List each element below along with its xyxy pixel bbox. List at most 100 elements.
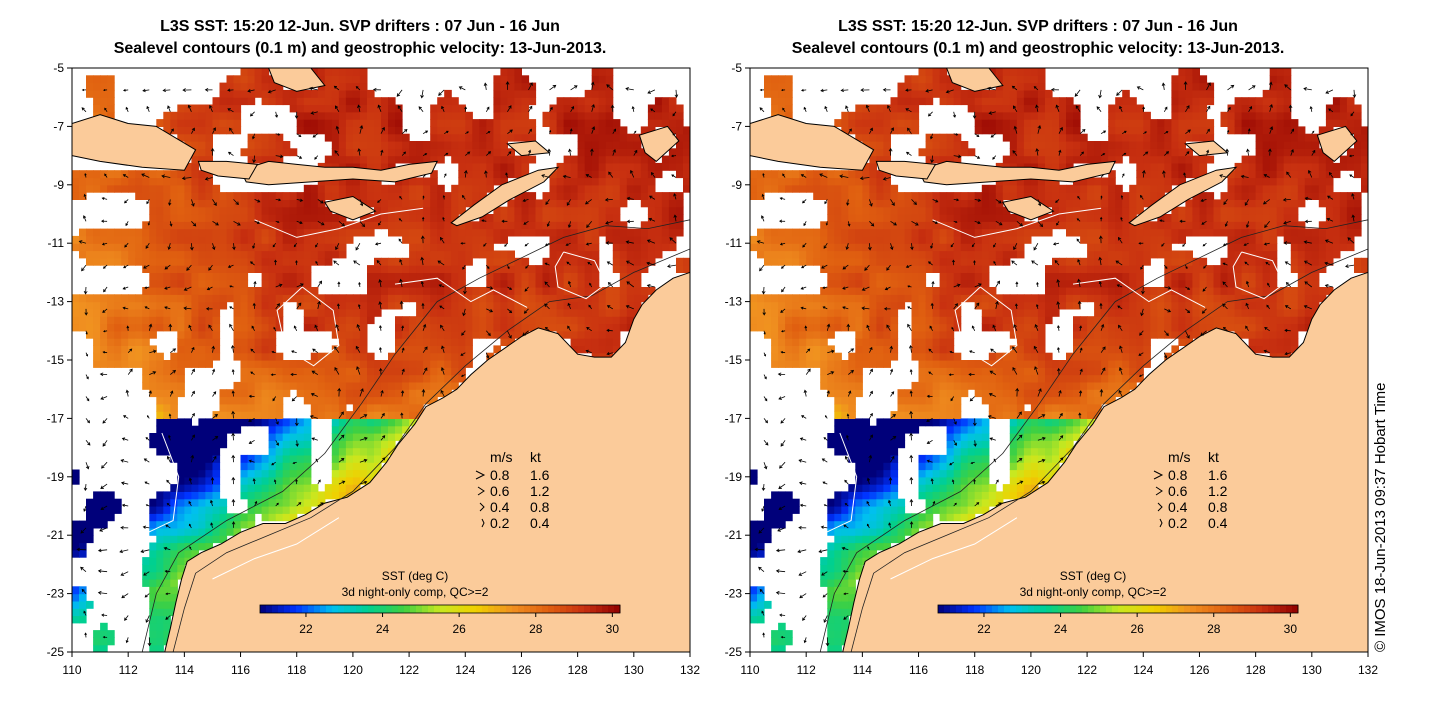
legend-arrow — [1153, 470, 1164, 480]
velocity-arrow — [1206, 105, 1211, 113]
colorbar-segment — [416, 605, 423, 613]
land-mass — [842, 271, 1368, 652]
velocity-arrow — [188, 523, 192, 529]
land-mass — [239, 160, 439, 186]
velocity-arrow — [1117, 305, 1123, 310]
velocity-arrow — [507, 308, 513, 314]
velocity-arrow — [1245, 221, 1250, 229]
colorbar-segment — [1046, 605, 1053, 613]
velocity-arrow — [1350, 133, 1355, 136]
velocity-arrow — [568, 148, 572, 156]
velocity-arrow — [1057, 346, 1060, 353]
sealevel-contour — [1232, 251, 1285, 300]
velocity-arrow — [1269, 126, 1274, 134]
lat-tick-label: -13 — [725, 295, 743, 309]
velocity-arrow — [1201, 308, 1207, 314]
velocity-arrow — [845, 105, 849, 112]
velocity-arrow — [549, 84, 557, 91]
velocity-arrow — [865, 104, 870, 112]
velocity-arrow — [824, 199, 828, 205]
velocity-arrow — [1227, 84, 1235, 91]
velocity-arrow — [295, 440, 299, 447]
velocity-arrow — [586, 326, 592, 332]
land-mass — [917, 160, 1117, 186]
velocity-arrow — [591, 126, 596, 134]
velocity-arrow — [140, 549, 150, 554]
sealevel-contour — [890, 517, 1018, 580]
colorbar-segment — [950, 605, 957, 613]
velocity-arrow — [1037, 436, 1046, 441]
velocity-arrow — [822, 286, 828, 289]
colorbar-segment — [578, 605, 585, 613]
velocity-arrow — [212, 414, 219, 419]
velocity-arrow — [826, 323, 831, 331]
velocity-arrow — [1035, 303, 1039, 309]
velocity-arrow — [884, 286, 891, 291]
colorbar-segment — [980, 605, 987, 613]
velocity-arrow — [631, 106, 635, 112]
velocity-arrow — [1077, 258, 1081, 266]
velocity-arrow — [1223, 199, 1228, 205]
velocity-arrow — [1052, 242, 1060, 246]
colorbar-segment — [1148, 605, 1155, 613]
velocity-arrow — [822, 593, 828, 598]
velocity-arrow — [122, 306, 129, 310]
velocity-arrow — [441, 105, 445, 112]
lon-tick-label: 124 — [1133, 663, 1153, 677]
velocity-arrow — [672, 111, 677, 117]
velocity-arrow — [846, 323, 851, 331]
velocity-arrow — [780, 440, 786, 447]
velocity-arrow — [549, 106, 553, 113]
velocity-arrow — [931, 280, 935, 288]
velocity-arrow — [777, 372, 786, 377]
velocity-arrow — [1162, 170, 1166, 178]
velocity-arrow — [948, 373, 954, 377]
velocity-arrow — [585, 174, 592, 178]
land-mass — [750, 114, 875, 171]
velocity-arrow — [950, 396, 955, 402]
velocity-arrow — [827, 371, 835, 375]
velocity-arrow — [377, 199, 382, 203]
velocity-arrow — [867, 546, 870, 551]
velocity-arrow — [1206, 128, 1210, 134]
velocity-arrow — [271, 461, 276, 466]
velocity-arrow — [210, 147, 215, 156]
colorbar-segment — [290, 605, 297, 613]
velocity-arrow — [987, 415, 996, 419]
sealevel-contour — [276, 286, 340, 367]
velocity-arrow — [882, 87, 891, 92]
velocity-arrow — [969, 396, 975, 402]
velocity-arrow — [987, 86, 996, 91]
velocity-arrow — [1037, 199, 1042, 207]
velocity-arrow — [507, 264, 510, 270]
velocity-arrow — [1164, 286, 1172, 290]
velocity-arrow — [761, 215, 765, 222]
velocity-arrow — [294, 111, 299, 119]
velocity-arrow — [549, 129, 552, 134]
velocity-arrow — [212, 391, 217, 397]
velocity-arrow — [909, 432, 914, 441]
velocity-arrow — [461, 330, 466, 336]
velocity-arrow — [125, 389, 130, 397]
velocity-arrow — [974, 220, 981, 225]
velocity-arrow — [779, 197, 786, 200]
velocity-arrow — [802, 615, 807, 621]
colorbar-segment — [380, 605, 387, 613]
velocity-arrow — [909, 454, 914, 463]
velocity-arrow — [463, 286, 467, 295]
velocity-arrow — [1033, 345, 1039, 353]
colorbar-segment — [1262, 605, 1269, 613]
colorbar-segment — [1172, 605, 1179, 613]
colorbar-segment — [542, 605, 549, 613]
velocity-arrow — [570, 106, 575, 113]
velocity-arrow — [928, 371, 933, 375]
velocity-arrow — [606, 352, 613, 356]
velocity-arrow — [122, 286, 129, 290]
velocity-arrow — [989, 437, 996, 441]
velocity-arrow — [1138, 242, 1144, 245]
velocity-arrow — [169, 128, 174, 134]
velocity-arrow — [1161, 242, 1165, 247]
velocity-arrow — [1033, 86, 1039, 91]
velocity-arrow — [1099, 302, 1103, 309]
velocity-arrow — [275, 502, 279, 507]
